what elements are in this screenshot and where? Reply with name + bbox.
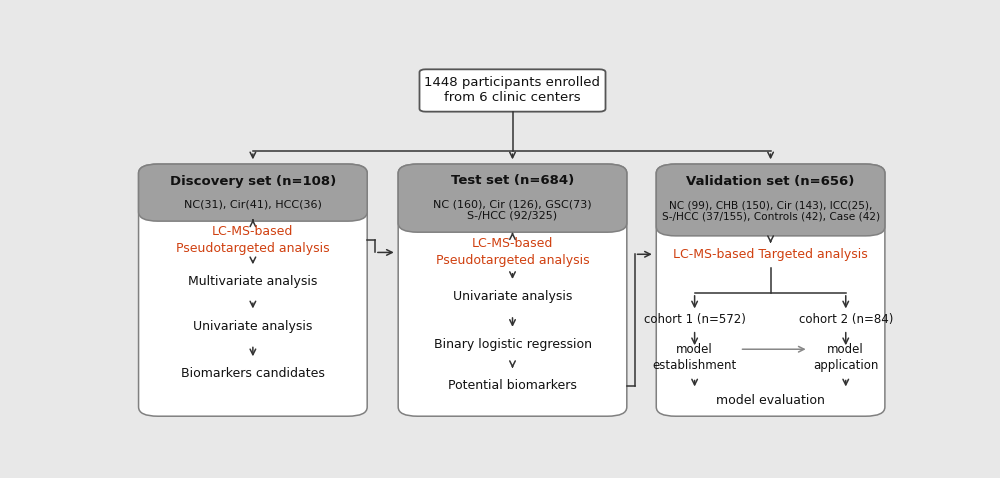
Text: Binary logistic regression: Binary logistic regression <box>434 338 592 351</box>
Text: LC-MS-based Targeted analysis: LC-MS-based Targeted analysis <box>673 248 868 261</box>
Text: Potential biomarkers: Potential biomarkers <box>448 379 577 392</box>
Text: Multivariate analysis: Multivariate analysis <box>188 275 318 288</box>
Text: Validation set (n=656): Validation set (n=656) <box>686 175 855 188</box>
Text: model evaluation: model evaluation <box>716 394 825 407</box>
Text: model
establishment: model establishment <box>652 343 737 372</box>
Text: 1448 participants enrolled
from 6 clinic centers: 1448 participants enrolled from 6 clinic… <box>424 76 600 105</box>
Text: NC (160), Cir (126), GSC(73)
S-/HCC (92/325): NC (160), Cir (126), GSC(73) S-/HCC (92/… <box>433 199 592 221</box>
Text: Discovery set (n=108): Discovery set (n=108) <box>170 175 336 188</box>
Text: LC-MS-based
Pseudotargeted analysis: LC-MS-based Pseudotargeted analysis <box>436 238 589 267</box>
FancyBboxPatch shape <box>139 164 367 416</box>
FancyBboxPatch shape <box>139 164 367 221</box>
Text: LC-MS-based
Pseudotargeted analysis: LC-MS-based Pseudotargeted analysis <box>176 225 330 255</box>
FancyBboxPatch shape <box>420 69 606 112</box>
FancyBboxPatch shape <box>656 164 885 236</box>
FancyBboxPatch shape <box>398 164 627 232</box>
Text: Univariate analysis: Univariate analysis <box>453 290 572 303</box>
Text: model
application: model application <box>813 343 878 372</box>
Text: Test set (n=684): Test set (n=684) <box>451 174 574 187</box>
Text: cohort 2 (n=84): cohort 2 (n=84) <box>799 313 893 326</box>
FancyBboxPatch shape <box>398 164 627 416</box>
Text: Univariate analysis: Univariate analysis <box>193 320 313 333</box>
Text: NC(31), Cir(41), HCC(36): NC(31), Cir(41), HCC(36) <box>184 199 322 209</box>
Text: Biomarkers candidates: Biomarkers candidates <box>181 368 325 380</box>
Text: cohort 1 (n=572): cohort 1 (n=572) <box>644 313 746 326</box>
Text: NC (99), CHB (150), Cir (143), ICC(25),
S-/HCC (37/155), Controls (42), Case (42: NC (99), CHB (150), Cir (143), ICC(25), … <box>662 200 880 222</box>
FancyBboxPatch shape <box>656 164 885 416</box>
